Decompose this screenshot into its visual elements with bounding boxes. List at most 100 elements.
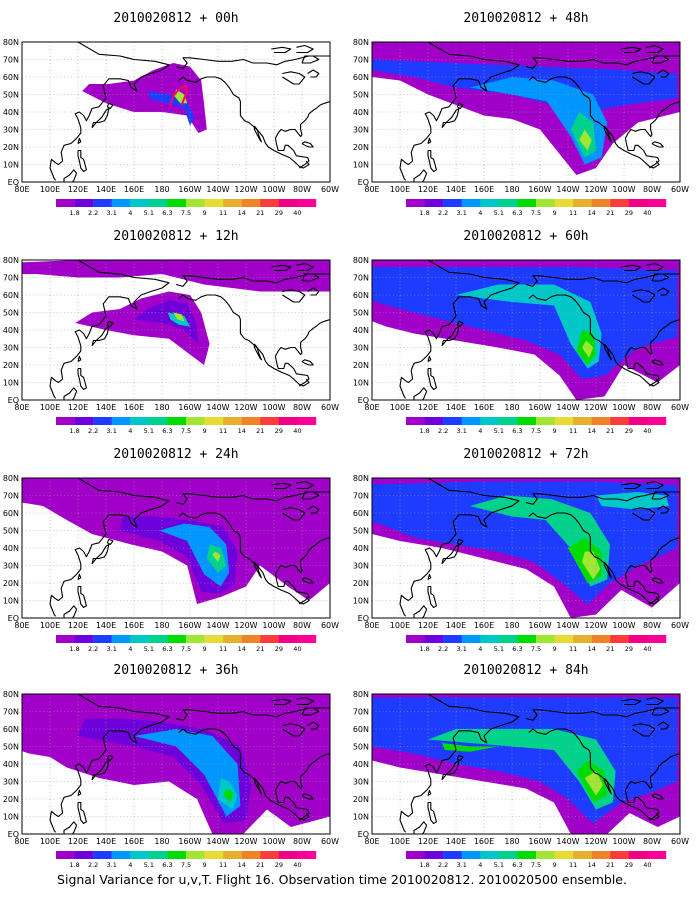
panel-title: 2010020812 + 48h [463,11,588,26]
coastline [651,141,664,148]
colorbar-label: 9 [203,209,207,217]
coastline [528,76,660,169]
latitude-label: 70N [3,56,19,65]
map-frame [21,259,331,401]
colorbar-label: 4 [128,209,132,217]
longitude-label: 160E [124,621,144,630]
coastline [282,289,306,303]
colorbar-swatch [56,417,75,425]
colorbar-swatch [111,417,131,425]
coastline [528,728,660,821]
colorbar-swatch [498,635,518,643]
colorbar-label: 5.1 [144,209,154,217]
longitude-label: 180 [504,621,519,630]
colorbar-label: 14 [588,861,596,869]
colorbar-label: 9 [203,861,207,869]
colorbar-label: 29 [625,209,633,217]
colorbar-swatch [647,199,667,207]
longitude-label: 140E [96,403,116,412]
longitude-label: 140E [446,837,466,846]
latitude-label: EQ [8,614,19,623]
coastline [651,793,664,800]
colorbar-swatch [406,851,425,859]
coastline [603,561,612,579]
coastline [296,696,314,706]
coastlines [399,42,680,182]
latitude-label: 50N [353,91,369,100]
longitude-label: 80W [643,621,661,630]
colorbar-swatch [573,851,592,859]
colorbar-swatch [167,851,187,859]
longitude-label: 60W [671,403,689,412]
colorbar-label: 1.8 [69,645,79,653]
latitude-label: 70N [3,708,19,717]
longitude-label: 80W [643,403,661,412]
colorbar-swatch [443,417,462,425]
variance-contour-level-3 [470,77,608,165]
colorbar-swatch [278,199,298,207]
variance-contour-level-5 [428,729,616,810]
colorbar-swatch [591,199,611,207]
variance-field [372,42,680,175]
latitude-label: 10N [353,597,369,606]
longitude-label: 160W [528,621,551,630]
latitude-label: EQ [8,396,19,405]
map-panel-36h: 2010020812 + 36h 80N 70N 60N 50N 40N 30N 20N 10N… [3,663,339,869]
colorbar-swatch [111,199,131,207]
colorbar-swatch [223,851,242,859]
colorbar-label: 9 [553,427,557,435]
colorbar-label: 3.1 [457,645,467,653]
longitude-label: 120E [418,621,438,630]
colorbar-swatch [424,417,444,425]
longitude-label: 100W [262,185,285,194]
colorbar-swatch [461,635,481,643]
colorbar-swatch [424,635,444,643]
longitude-label: 120W [234,837,257,846]
longitude-label: 100E [40,185,60,194]
coastlines [49,694,330,834]
colorbar-label: 9 [553,209,557,217]
colorbar-swatch [186,417,205,425]
colorbar-swatch [480,635,500,643]
coastline [307,69,320,78]
longitude-label: 100E [390,185,410,194]
colorbar-swatch [241,199,261,207]
colorbar-swatch [297,199,317,207]
colorbar-label: 5.1 [144,427,154,435]
colorbar-swatch [148,199,168,207]
colorbar-label: 2.2 [438,861,448,869]
colorbar-label: 40 [293,209,301,217]
map-frame [21,693,331,835]
longitude-label: 80E [14,185,29,194]
coastline [441,759,460,781]
coastline [253,777,262,795]
colorbar-label: 29 [275,861,283,869]
colorbar-label: 3.1 [457,209,467,217]
longitude-label: 80W [643,837,661,846]
coastline [63,169,78,182]
colorbar-label: 3.1 [457,427,467,435]
coastline [77,789,82,796]
longitude-label: 160W [528,403,551,412]
coastline [175,273,330,287]
latitude-label: 50N [3,91,19,100]
colorbar-swatch [573,417,592,425]
colorbar-swatch [167,417,187,425]
latitude-label: 40N [353,760,369,769]
coastline [427,367,437,391]
longitude-label: 100W [262,403,285,412]
longitude-label: 180 [504,403,519,412]
coastline [175,707,330,721]
latitude-label: EQ [358,614,369,623]
colorbar-swatch [517,417,537,425]
longitude-label: 80E [364,403,379,412]
graticule [372,694,680,834]
colorbar-label: 1.8 [69,427,79,435]
colorbar-swatch [130,417,150,425]
colorbar-swatch [93,851,112,859]
colorbar-label: 3.1 [107,427,117,435]
coastline [427,149,437,173]
variance-field [22,478,330,604]
latitude-label: 40N [353,326,369,335]
